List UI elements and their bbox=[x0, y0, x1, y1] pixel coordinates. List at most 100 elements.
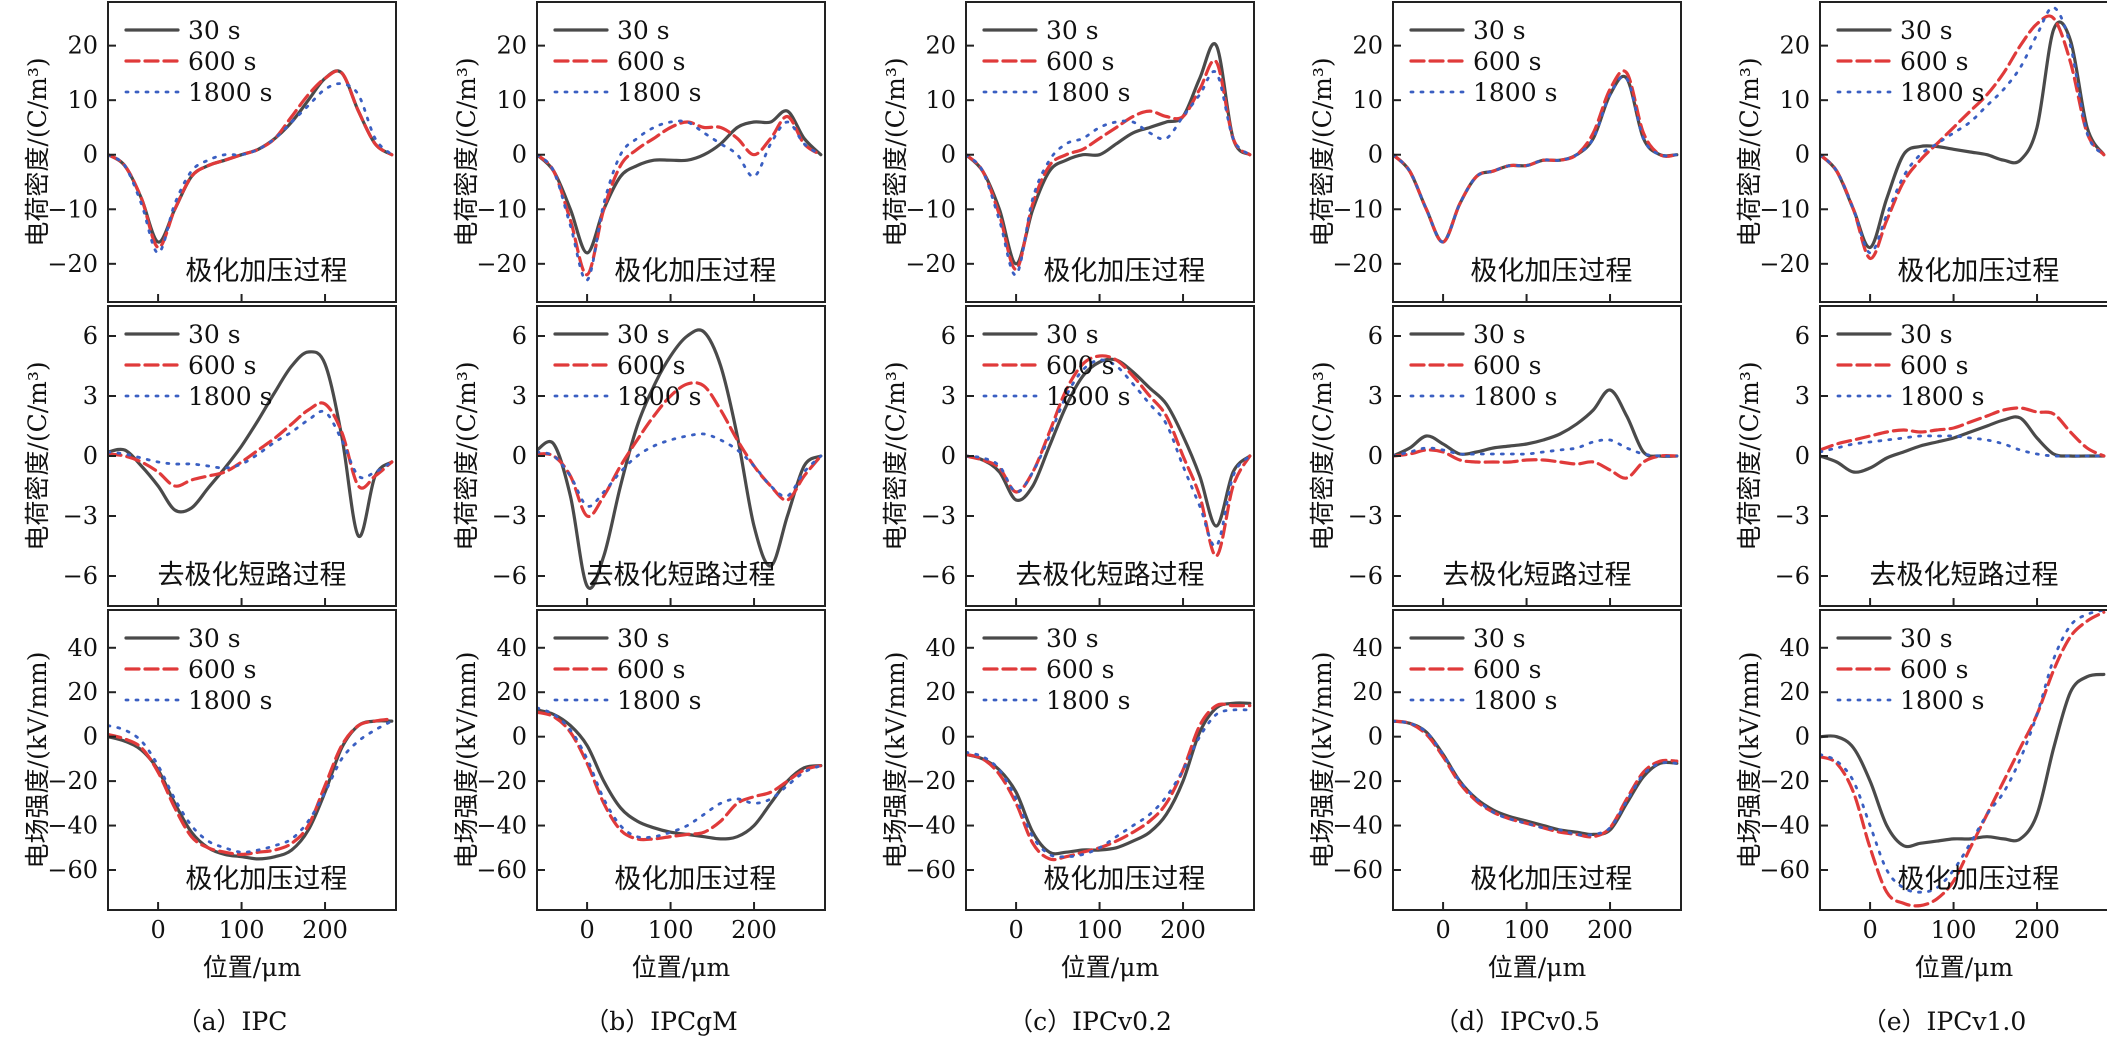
y-tick-label: 20 bbox=[1352, 32, 1383, 60]
legend-entry: 30 s bbox=[1900, 16, 1953, 45]
legend-entry: 30 s bbox=[188, 624, 241, 653]
y-tick-label: 0 bbox=[941, 141, 956, 169]
y-tick-label: −20 bbox=[47, 250, 98, 278]
legend-entry: 1800 s bbox=[1473, 382, 1557, 411]
plot-frame bbox=[536, 609, 826, 911]
series-line-1800s bbox=[108, 409, 394, 480]
legend-entry: 1800 s bbox=[1046, 78, 1130, 107]
x-tick-label: 0 bbox=[150, 916, 165, 944]
series-line-1800s bbox=[1393, 75, 1679, 244]
y-tick-label: 0 bbox=[1368, 442, 1383, 470]
series-line-30s bbox=[1393, 719, 1679, 837]
process-label: 去极化短路过程 bbox=[1870, 560, 2059, 591]
series-line-1800s bbox=[1393, 719, 1679, 837]
y-tick-label: 20 bbox=[496, 678, 527, 706]
y-tick-label: 0 bbox=[512, 442, 527, 470]
y-axis-label: 电场强度/(kV/mm) bbox=[1735, 652, 1764, 869]
y-tick-label: −6 bbox=[1348, 562, 1383, 590]
series-line-30s bbox=[1820, 415, 2106, 474]
y-tick-label: −20 bbox=[905, 767, 956, 795]
legend-entry: 30 s bbox=[1473, 624, 1526, 653]
y-tick-label: −60 bbox=[1759, 856, 1810, 884]
series-line-30s bbox=[966, 701, 1252, 856]
y-tick-label: 0 bbox=[512, 723, 527, 751]
x-tick-label: 100 bbox=[1504, 916, 1550, 944]
y-tick-label: 40 bbox=[925, 634, 956, 662]
legend-entry: 30 s bbox=[1900, 320, 1953, 349]
y-tick-label: −3 bbox=[63, 502, 98, 530]
series-line-600s bbox=[966, 354, 1252, 558]
y-tick-label: −6 bbox=[63, 562, 98, 590]
process-label: 极化加压过程 bbox=[1470, 864, 1632, 895]
plot-frame bbox=[1392, 1, 1682, 303]
legend-entry: 1800 s bbox=[188, 686, 272, 715]
y-tick-label: 0 bbox=[1795, 723, 1810, 751]
series-line-1800s bbox=[1820, 6, 2106, 255]
y-tick-label: −10 bbox=[1759, 195, 1810, 223]
series-line-600s bbox=[966, 58, 1252, 271]
series-line-1800s bbox=[1820, 434, 2106, 458]
series-line-1800s bbox=[966, 708, 1252, 859]
legend-entry: 30 s bbox=[617, 320, 670, 349]
process-label: 去极化短路过程 bbox=[158, 560, 347, 591]
series-line-600s bbox=[537, 710, 823, 842]
x-tick-label: 200 bbox=[731, 916, 777, 944]
legend-entry: 600 s bbox=[1900, 351, 1969, 380]
y-tick-label: 0 bbox=[1368, 723, 1383, 751]
subfigure-caption: （a）IPC bbox=[177, 1007, 288, 1036]
x-axis-label: 位置/μm bbox=[203, 953, 302, 982]
legend-entry: 1800 s bbox=[617, 78, 701, 107]
series-line-600s bbox=[108, 401, 394, 490]
y-tick-label: −20 bbox=[476, 767, 527, 795]
series-line-600s bbox=[537, 114, 823, 277]
y-tick-label: 0 bbox=[83, 442, 98, 470]
plot-frame bbox=[107, 1, 397, 303]
legend-entry: 30 s bbox=[1473, 320, 1526, 349]
y-tick-label: 0 bbox=[1795, 442, 1810, 470]
x-tick-label: 200 bbox=[2014, 916, 2060, 944]
x-tick-label: 100 bbox=[648, 916, 694, 944]
y-tick-label: 40 bbox=[1352, 634, 1383, 662]
y-tick-label: 6 bbox=[1368, 322, 1383, 350]
process-label: 极化加压过程 bbox=[185, 864, 347, 895]
legend-entry: 1800 s bbox=[1046, 382, 1130, 411]
y-axis-label: 电荷密度/(C/m³) bbox=[881, 361, 910, 550]
y-tick-label: −10 bbox=[47, 195, 98, 223]
y-tick-label: 10 bbox=[496, 86, 527, 114]
legend-entry: 30 s bbox=[1473, 16, 1526, 45]
y-axis-label: 电荷密度/(C/m³) bbox=[23, 57, 52, 246]
y-tick-label: 6 bbox=[941, 322, 956, 350]
y-axis-label: 电场强度/(kV/mm) bbox=[881, 652, 910, 869]
y-tick-label: 10 bbox=[1779, 86, 1810, 114]
y-tick-label: 6 bbox=[512, 322, 527, 350]
series-line-600s bbox=[966, 702, 1252, 862]
process-label: 极化加压过程 bbox=[185, 256, 347, 287]
legend-entry: 30 s bbox=[188, 320, 241, 349]
series-line-1800s bbox=[966, 70, 1252, 277]
x-tick-label: 0 bbox=[1435, 916, 1450, 944]
plot-frame bbox=[107, 609, 397, 911]
y-tick-label: −20 bbox=[47, 767, 98, 795]
legend-entry: 600 s bbox=[1900, 47, 1969, 76]
process-label: 极化加压过程 bbox=[614, 256, 776, 287]
y-tick-label: 10 bbox=[1352, 86, 1383, 114]
legend-entry: 1800 s bbox=[617, 382, 701, 411]
legend-entry: 600 s bbox=[617, 351, 686, 380]
legend-entry: 600 s bbox=[188, 351, 257, 380]
y-tick-label: −10 bbox=[476, 195, 527, 223]
y-tick-label: 20 bbox=[67, 32, 98, 60]
x-axis-label: 位置/μm bbox=[632, 953, 731, 982]
y-tick-label: 40 bbox=[1779, 634, 1810, 662]
y-tick-label: 3 bbox=[1795, 382, 1810, 410]
